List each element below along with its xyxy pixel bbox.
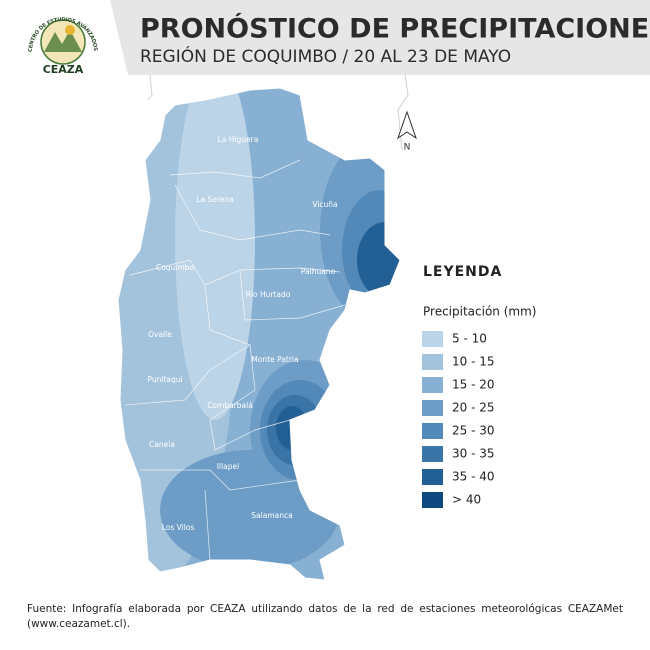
legend-swatch (422, 469, 443, 485)
commune-label: La Higuera (218, 135, 259, 144)
legend-label: 5 - 10 (452, 332, 487, 346)
commune-label: Canela (149, 440, 175, 449)
header-band (110, 0, 650, 75)
commune-label: Los Vilos (162, 523, 195, 532)
rain-zone (267, 395, 323, 465)
legend-label: 15 - 20 (452, 378, 495, 392)
rain-zone (276, 406, 308, 450)
commune-label: Vicuña (312, 200, 337, 209)
legend-swatch (422, 423, 443, 439)
rain-zone (160, 450, 340, 570)
border-line (397, 74, 409, 151)
logo-name: CEAZA (43, 63, 84, 76)
commune-label: Coquimbo (156, 263, 194, 272)
commune-label: Río Hurtado (246, 290, 291, 299)
commune-label: Salamanca (251, 511, 292, 520)
source-note: Fuente: Infografía elaborada por CEAZA u… (27, 603, 623, 630)
north-label: N (404, 143, 411, 153)
legend-swatch (422, 446, 443, 462)
legend-label: > 40 (452, 493, 481, 507)
commune-border (209, 344, 291, 451)
commune-label: Paihuano (301, 267, 336, 276)
legend-swatch (422, 492, 443, 508)
legend-swatch (422, 400, 443, 416)
legend: 5 - 10 10 - 15 15 - 20 20 - 25 25 - 30 30 - 3… (422, 331, 495, 508)
legend-swatch (422, 354, 443, 370)
commune-border (124, 284, 251, 406)
commune-border (129, 259, 341, 286)
commune-label: Combarbalá (207, 401, 253, 410)
commune-label: Punitaqui (147, 375, 182, 384)
legend-label: 35 - 40 (452, 470, 495, 484)
logo-mountains (44, 30, 82, 52)
commune-label: Illapel (217, 462, 239, 471)
subtitle: REGIÓN DE COQUIMBO / 20 AL 23 DE MAYO (140, 45, 511, 67)
commune-border (169, 159, 301, 179)
commune-label: La Serena (196, 195, 233, 204)
logo-sun (65, 25, 75, 35)
commune-labels: La Higuera La Serena Vicuña Coquimbo Paihuan… (147, 135, 337, 532)
legend-title: LEYENDA (423, 264, 502, 280)
commune-label: Ovalle (148, 330, 172, 339)
commune-label: Monte Patria (251, 355, 298, 364)
legend-label: 30 - 35 (452, 447, 495, 461)
commune-border (174, 184, 331, 241)
legend-subtitle: Precipitación (mm) (423, 305, 536, 319)
border-line (147, 74, 153, 101)
title: PRONÓSTICO DE PRECIPITACIONES (140, 13, 650, 45)
legend-label: 25 - 30 (452, 424, 495, 438)
north-arrow-head (397, 110, 417, 140)
commune-borders (124, 159, 346, 561)
legend-label: 10 - 15 (452, 355, 495, 369)
legend-swatch (422, 331, 443, 347)
legend-label: 20 - 25 (452, 401, 495, 415)
logo: CENTRO DE ESTUDIOS AVANZADOS EN ZONAS ÁR… (0, 0, 99, 76)
legend-swatch (422, 377, 443, 393)
north-arrow: N (397, 110, 417, 153)
commune-border (239, 269, 346, 321)
commune-border (204, 489, 211, 561)
rain-zone (175, 88, 255, 420)
commune-border (140, 469, 301, 491)
